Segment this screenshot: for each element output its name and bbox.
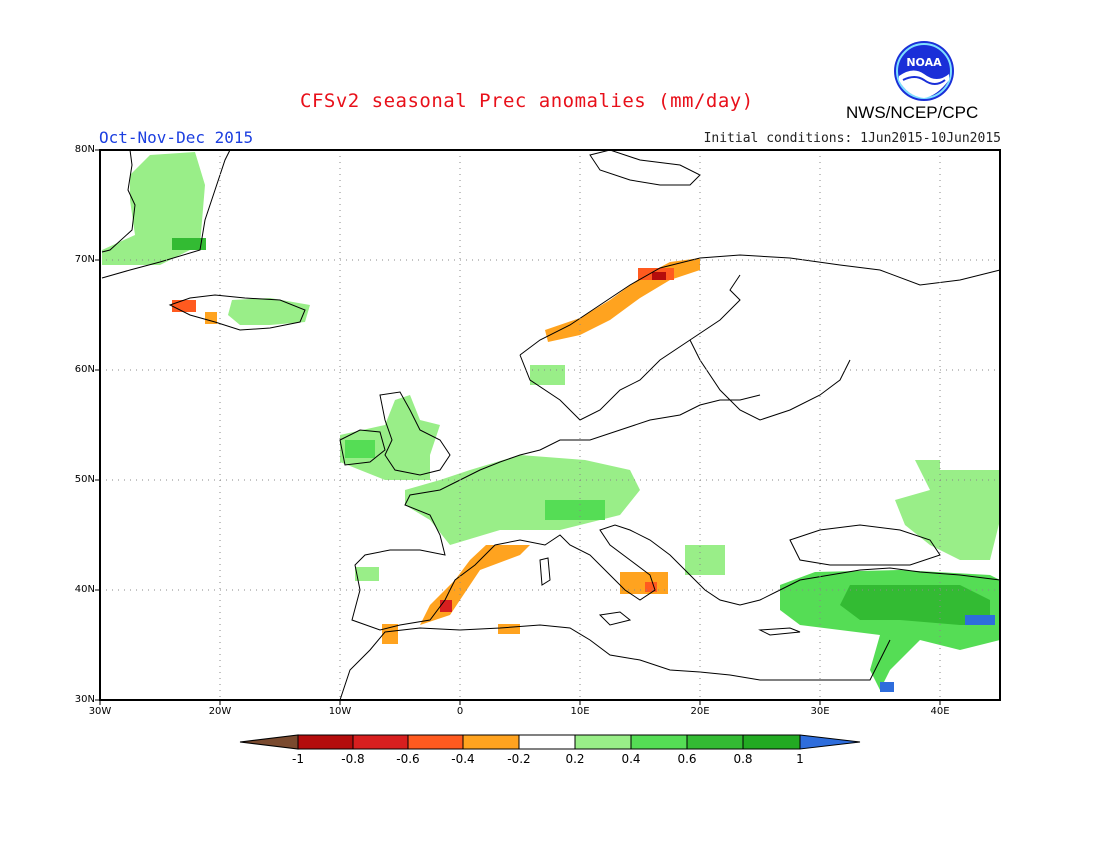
noaa-logo: NOAA — [894, 41, 954, 101]
lon-label: 30E — [810, 706, 830, 717]
colorbar-bin-5 — [518, 734, 576, 750]
colorbar-bin-7 — [630, 734, 688, 750]
colorbar-label: 0.6 — [677, 752, 697, 766]
anomaly-south-italy-strong — [645, 582, 657, 592]
anomaly-portugal — [355, 567, 379, 581]
anomaly-levant-blue — [880, 682, 894, 692]
lon-label: 20E — [690, 706, 710, 717]
anomaly-iceland-neg — [205, 312, 217, 324]
logo-text: NOAA — [906, 56, 942, 69]
initial-conditions: Initial conditions: 1Jun2015-10Jun2015 — [703, 131, 1001, 146]
colorbar-label: -0.8 — [341, 752, 365, 766]
anomaly-balkans — [685, 545, 725, 575]
colorbar-arrow-low — [239, 734, 299, 750]
chart-title: CFSv2 seasonal Prec anomalies (mm/day) — [300, 90, 754, 112]
anomaly-turkey-blue — [965, 615, 995, 625]
anomaly-sweden-pos — [530, 365, 565, 385]
anomaly-spain-strong — [440, 600, 452, 612]
colorbar-bin-3 — [407, 734, 464, 750]
anomaly-russia — [895, 460, 1000, 560]
anomaly-south-italy — [620, 572, 668, 594]
anomaly-greenland — [102, 152, 205, 265]
anomaly-british-isles — [340, 395, 440, 480]
lat-label: 60N — [74, 364, 95, 375]
anomaly-france-europe — [405, 455, 640, 545]
colorbar — [239, 734, 861, 750]
colorbar-label: -0.6 — [396, 752, 420, 766]
anomaly-ireland-strong — [345, 440, 375, 458]
lat-label: 80N — [74, 144, 95, 155]
lat-label: 70N — [74, 254, 95, 265]
lat-label: 30N — [74, 694, 95, 705]
colorbar-label: -0.2 — [507, 752, 531, 766]
map-frame — [99, 149, 1001, 701]
anomaly-alps-strong — [545, 500, 605, 520]
anomaly-iceland-neg2 — [172, 300, 196, 312]
coastlines — [101, 149, 1001, 701]
colorbar-label: 0.2 — [565, 752, 585, 766]
forecast-period: Oct-Nov-Dec 2015 — [99, 128, 254, 147]
colorbar-label: 0.4 — [621, 752, 641, 766]
colorbar-arrow-high — [799, 734, 861, 750]
lon-label: 40E — [930, 706, 950, 717]
anomaly-iceland — [228, 298, 310, 325]
lat-label: 40N — [74, 584, 95, 595]
gridlines — [100, 150, 1000, 700]
lon-label: 20W — [208, 706, 232, 717]
colorbar-label: 1 — [796, 752, 804, 766]
anomaly-greenland-strong — [172, 238, 206, 250]
anomaly-norway-core — [652, 272, 666, 280]
colorbar-bin-9 — [742, 734, 801, 750]
colorbar-bin-2 — [352, 734, 409, 750]
colorbar-label: 0.8 — [733, 752, 753, 766]
agency-label: NWS/NCEP/CPC — [846, 103, 979, 122]
axis-ticks — [95, 149, 941, 705]
colorbar-label: -1 — [292, 752, 304, 766]
anomaly-fields — [102, 152, 1000, 692]
lon-label: 30W — [88, 706, 112, 717]
lon-label: 10W — [328, 706, 352, 717]
anomaly-turkey-strong — [840, 585, 990, 625]
colorbar-bin-1 — [297, 734, 354, 750]
colorbar-bin-4 — [462, 734, 520, 750]
colorbar-label: -0.4 — [451, 752, 475, 766]
lat-label: 50N — [74, 474, 95, 485]
colorbar-bin-6 — [574, 734, 632, 750]
colorbar-bin-8 — [686, 734, 744, 750]
lon-label: 0 — [456, 706, 464, 717]
anomaly-north-africa — [498, 624, 520, 634]
lon-label: 10E — [570, 706, 590, 717]
